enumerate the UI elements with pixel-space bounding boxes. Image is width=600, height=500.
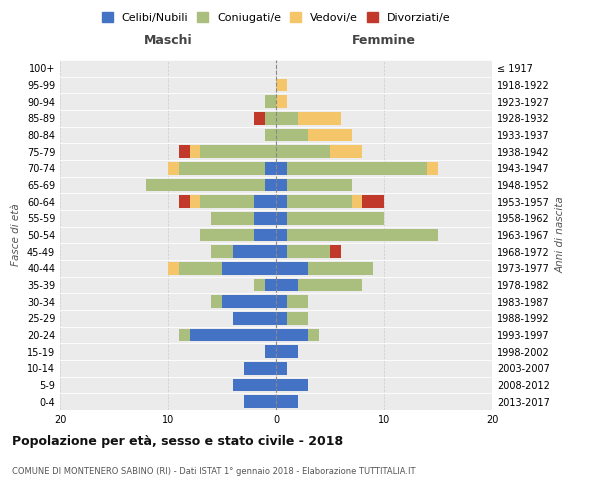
Text: Femmine: Femmine bbox=[352, 34, 416, 46]
Bar bbox=[233, 379, 276, 391]
Bar bbox=[276, 179, 287, 192]
Bar bbox=[200, 196, 254, 208]
Bar bbox=[287, 179, 352, 192]
Bar bbox=[276, 212, 287, 224]
Bar bbox=[265, 179, 276, 192]
Bar bbox=[276, 129, 308, 141]
Bar bbox=[146, 179, 265, 192]
Bar bbox=[276, 229, 287, 241]
Bar bbox=[222, 296, 276, 308]
Bar bbox=[254, 212, 276, 224]
Bar bbox=[330, 146, 362, 158]
Legend: Celibi/Nubili, Coniugati/e, Vedovi/e, Divorziati/e: Celibi/Nubili, Coniugati/e, Vedovi/e, Di… bbox=[97, 8, 455, 28]
Bar bbox=[168, 262, 179, 274]
Bar bbox=[287, 212, 384, 224]
Bar bbox=[287, 296, 308, 308]
Bar bbox=[298, 279, 362, 291]
Bar bbox=[179, 162, 265, 174]
Bar bbox=[276, 296, 287, 308]
Bar bbox=[265, 112, 276, 124]
Bar bbox=[254, 112, 265, 124]
Bar bbox=[287, 229, 438, 241]
Bar bbox=[276, 379, 308, 391]
Bar bbox=[308, 262, 373, 274]
Bar bbox=[190, 196, 200, 208]
Bar bbox=[276, 346, 298, 358]
Bar bbox=[427, 162, 438, 174]
Bar bbox=[233, 246, 276, 258]
Bar bbox=[168, 162, 179, 174]
Y-axis label: Fasce di età: Fasce di età bbox=[11, 204, 21, 266]
Bar bbox=[352, 196, 362, 208]
Bar bbox=[308, 329, 319, 341]
Bar bbox=[179, 196, 190, 208]
Bar bbox=[265, 129, 276, 141]
Bar bbox=[211, 246, 233, 258]
Bar bbox=[200, 146, 276, 158]
Text: Maschi: Maschi bbox=[143, 34, 193, 46]
Bar bbox=[308, 129, 352, 141]
Bar bbox=[276, 96, 287, 108]
Bar bbox=[330, 246, 341, 258]
Bar bbox=[265, 96, 276, 108]
Bar bbox=[254, 196, 276, 208]
Bar bbox=[254, 279, 265, 291]
Bar bbox=[276, 196, 287, 208]
Bar bbox=[276, 362, 287, 374]
Bar bbox=[233, 312, 276, 324]
Bar bbox=[276, 146, 330, 158]
Bar bbox=[276, 79, 287, 92]
Bar bbox=[244, 362, 276, 374]
Bar bbox=[287, 246, 330, 258]
Bar bbox=[287, 162, 427, 174]
Bar bbox=[179, 262, 222, 274]
Bar bbox=[276, 279, 298, 291]
Bar bbox=[276, 396, 298, 408]
Text: Popolazione per età, sesso e stato civile - 2018: Popolazione per età, sesso e stato civil… bbox=[12, 435, 343, 448]
Bar bbox=[222, 262, 276, 274]
Bar bbox=[287, 312, 308, 324]
Bar bbox=[190, 329, 276, 341]
Bar bbox=[287, 196, 352, 208]
Text: COMUNE DI MONTENERO SABINO (RI) - Dati ISTAT 1° gennaio 2018 - Elaborazione TUTT: COMUNE DI MONTENERO SABINO (RI) - Dati I… bbox=[12, 468, 415, 476]
Bar bbox=[265, 162, 276, 174]
Bar bbox=[179, 146, 190, 158]
Bar bbox=[276, 112, 298, 124]
Bar bbox=[211, 212, 254, 224]
Bar bbox=[265, 346, 276, 358]
Bar bbox=[190, 146, 200, 158]
Bar bbox=[276, 312, 287, 324]
Bar bbox=[276, 162, 287, 174]
Bar bbox=[362, 196, 384, 208]
Bar bbox=[179, 329, 190, 341]
Bar bbox=[265, 279, 276, 291]
Bar bbox=[298, 112, 341, 124]
Bar bbox=[211, 296, 222, 308]
Bar bbox=[276, 262, 308, 274]
Bar bbox=[254, 229, 276, 241]
Y-axis label: Anni di nascita: Anni di nascita bbox=[555, 196, 565, 274]
Bar bbox=[276, 329, 308, 341]
Bar bbox=[244, 396, 276, 408]
Bar bbox=[200, 229, 254, 241]
Bar bbox=[276, 246, 287, 258]
